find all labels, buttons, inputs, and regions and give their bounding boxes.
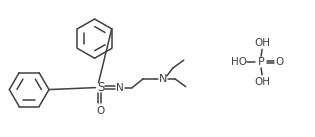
Text: N: N [159,74,167,84]
Text: O: O [96,106,105,116]
Text: S: S [97,81,104,94]
Text: N: N [117,83,124,93]
Text: HO: HO [231,57,247,67]
Text: OH: OH [254,77,270,87]
Text: P: P [258,57,265,67]
Text: OH: OH [254,38,270,48]
Text: O: O [276,57,284,67]
